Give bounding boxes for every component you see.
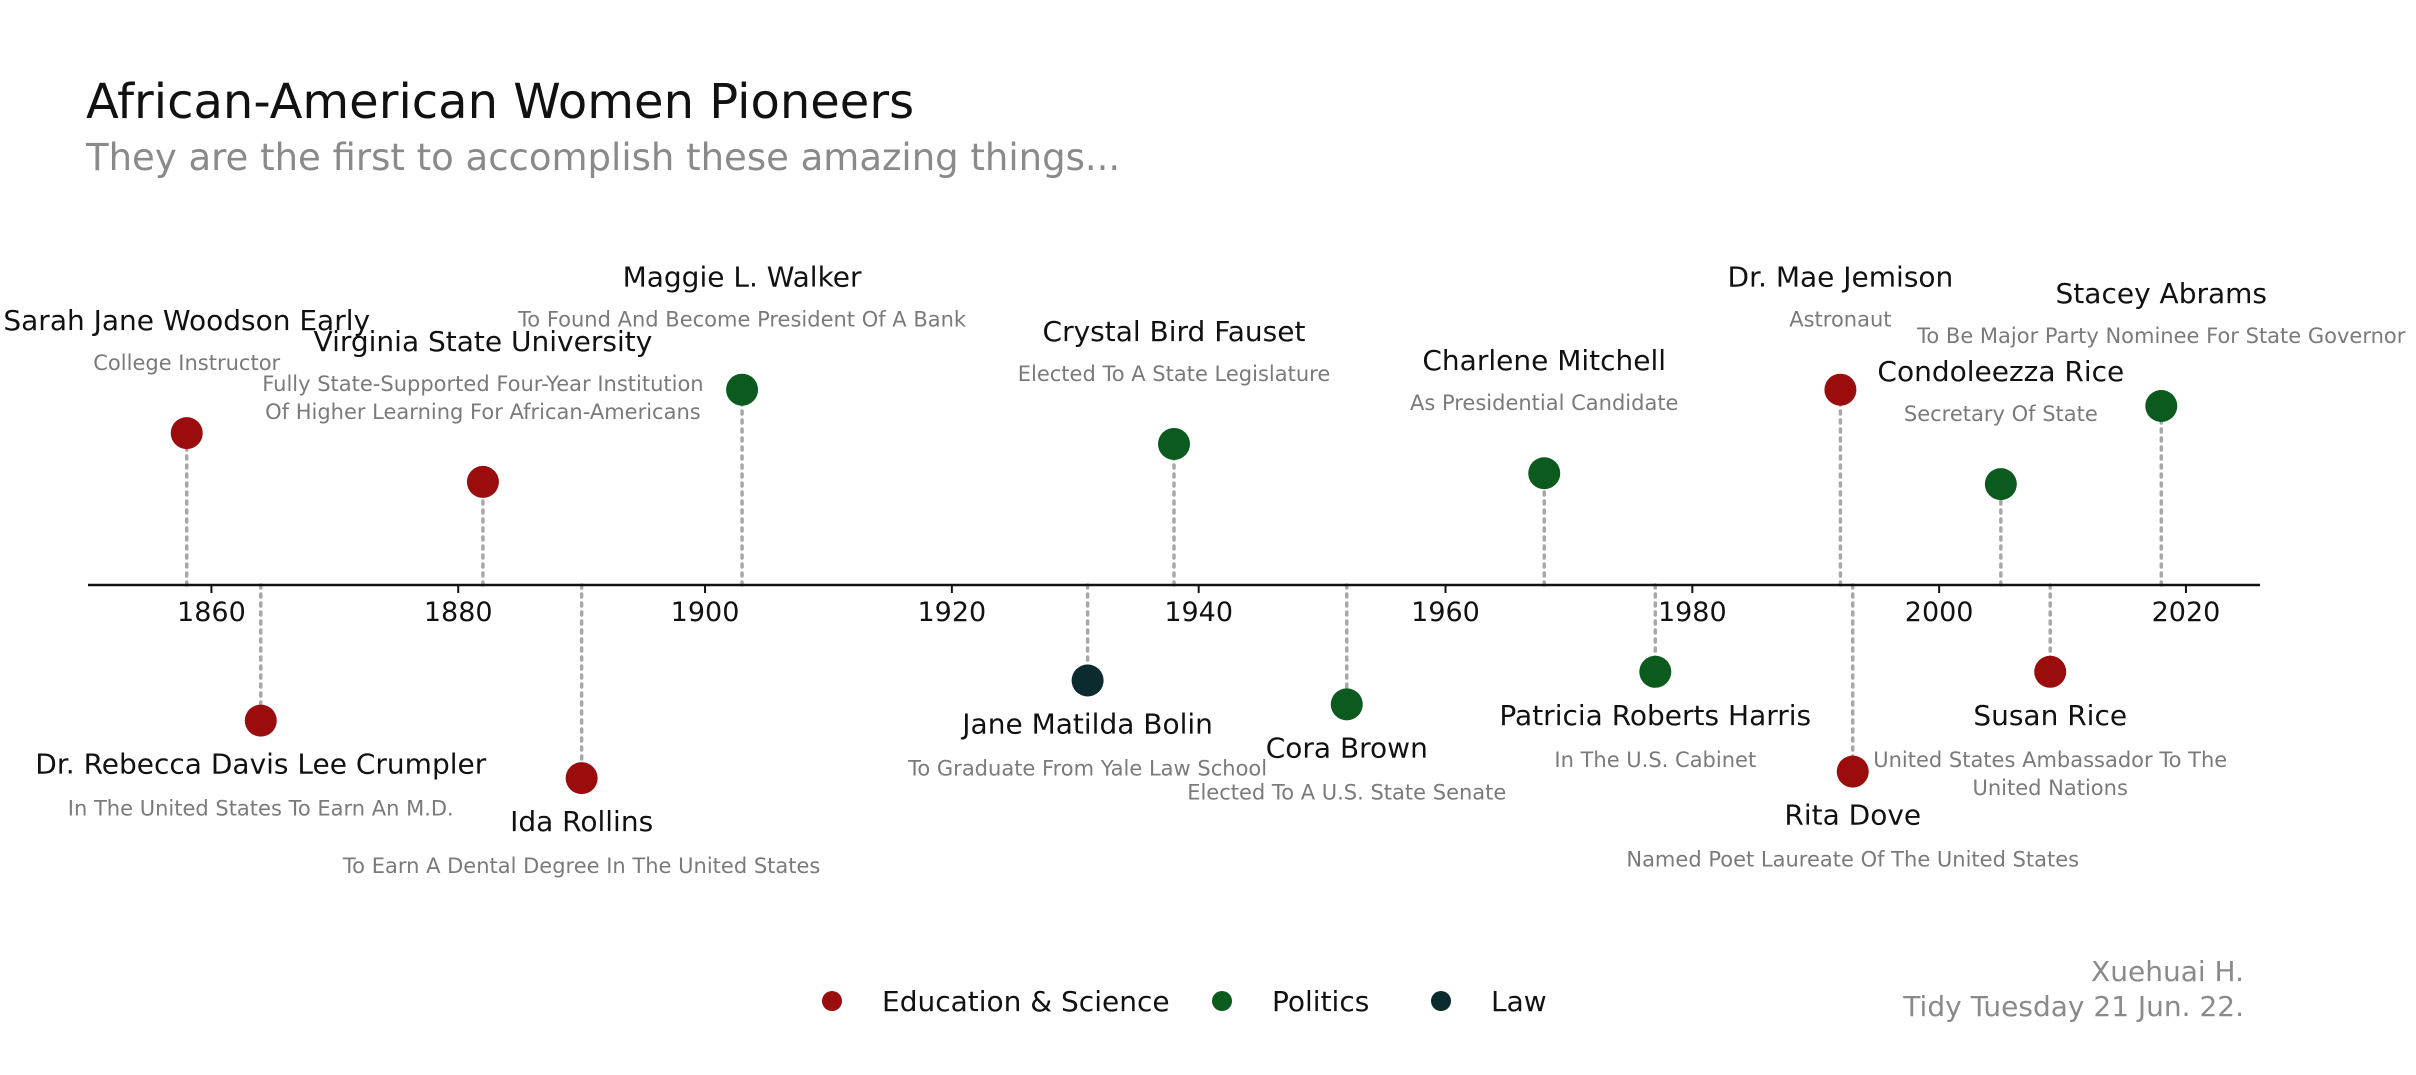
event-name: Sarah Jane Woodson Early <box>3 304 370 337</box>
event-point <box>565 762 598 795</box>
event-description: College Instructor <box>93 351 280 375</box>
event-name: Stacey Abrams <box>2056 277 2267 310</box>
event-description: In The United States To Earn An M.D. <box>68 797 454 821</box>
x-tick-label: 1980 <box>1658 597 1727 628</box>
event-labels-group: Sarah Jane Woodson Early College Instruct… <box>3 261 2405 878</box>
event-description: To Be Major Party Nominee For State Gove… <box>1916 324 2406 348</box>
event-description: Astronaut <box>1789 308 1891 332</box>
event-point <box>2034 655 2067 688</box>
legend-marker <box>1212 991 1232 1011</box>
legend-marker <box>822 991 842 1011</box>
caption: Xuehuai H.Tidy Tuesday 21 Jun. 22. <box>1902 955 2244 1023</box>
caption-line: Xuehuai H. <box>2091 955 2244 988</box>
event-description: Of Higher Learning For African-Americans <box>265 400 701 424</box>
legend-label: Education & Science <box>882 985 1170 1018</box>
event-point <box>1158 427 1190 460</box>
chart-subtitle: They are the first to accomplish these a… <box>85 136 1120 179</box>
event-description: Fully State-Supported Four-Year Institut… <box>262 372 703 396</box>
x-tick-label: 1880 <box>424 597 493 628</box>
event-name: Rita Dove <box>1784 799 1921 832</box>
x-axis-ticks: 1860 1880 1900 1920 1940 1960 1980 2000 2020 <box>177 585 2220 628</box>
event-description: To Earn A Dental Degree In The United St… <box>342 854 820 878</box>
event-name: Dr. Mae Jemison <box>1728 261 1954 294</box>
event-name: Crystal Bird Fauset <box>1043 315 1306 348</box>
event-point <box>726 373 759 406</box>
event-point <box>2145 389 2178 422</box>
x-tick-label: 2000 <box>1905 597 1974 628</box>
event-description: Elected To A U.S. State Senate <box>1187 780 1506 804</box>
x-tick-label: 1920 <box>918 597 987 628</box>
event-name: Cora Brown <box>1266 731 1428 764</box>
x-tick-label: 1900 <box>671 597 740 628</box>
event-description: As Presidential Candidate <box>1410 391 1679 415</box>
event-name: Ida Rollins <box>510 805 653 838</box>
event-description: Secretary Of State <box>1904 402 2098 426</box>
event-point <box>1824 373 1857 406</box>
x-tick-label: 2020 <box>2152 597 2221 628</box>
legend: Education & Science Politics Law <box>822 985 1547 1018</box>
event-name: Maggie L. Walker <box>623 261 862 294</box>
event-point <box>1836 755 1869 788</box>
event-point <box>1528 457 1561 490</box>
event-name: Dr. Rebecca Davis Lee Crumpler <box>35 748 486 781</box>
x-tick-label: 1940 <box>1164 597 1233 628</box>
event-description: To Graduate From Yale Law School <box>907 756 1267 780</box>
event-point <box>244 704 277 737</box>
event-name: Charlene Mitchell <box>1422 344 1666 377</box>
x-tick-label: 1960 <box>1411 597 1480 628</box>
event-description: To Found And Become President Of A Bank <box>517 308 967 332</box>
event-description: United Nations <box>1972 776 2127 800</box>
event-point <box>1984 468 2017 501</box>
event-name: Virginia State University <box>314 325 653 358</box>
x-tick-label: 1860 <box>177 597 246 628</box>
legend-label: Law <box>1491 985 1547 1018</box>
caption-line: Tidy Tuesday 21 Jun. 22. <box>1902 990 2244 1023</box>
event-description: United States Ambassador To The <box>1873 748 2227 772</box>
event-name: Jane Matilda Bolin <box>960 707 1213 740</box>
event-description: Elected To A State Legislature <box>1018 362 1331 386</box>
event-point <box>1330 688 1363 721</box>
event-point <box>466 465 499 498</box>
event-name: Condoleezza Rice <box>1877 355 2124 388</box>
legend-marker <box>1431 991 1451 1011</box>
event-point <box>1071 664 1104 697</box>
stems-group <box>184 387 2164 780</box>
event-description: In The U.S. Cabinet <box>1554 748 1756 772</box>
event-name: Susan Rice <box>1973 699 2127 732</box>
chart-title: African-American Women Pioneers <box>86 74 914 130</box>
event-point <box>170 417 203 450</box>
points-group <box>170 373 2178 795</box>
event-point <box>1639 655 1672 688</box>
legend-label: Politics <box>1272 985 1369 1018</box>
event-name: Patricia Roberts Harris <box>1499 699 1811 732</box>
event-description: Named Poet Laureate Of The United States <box>1626 848 2079 872</box>
